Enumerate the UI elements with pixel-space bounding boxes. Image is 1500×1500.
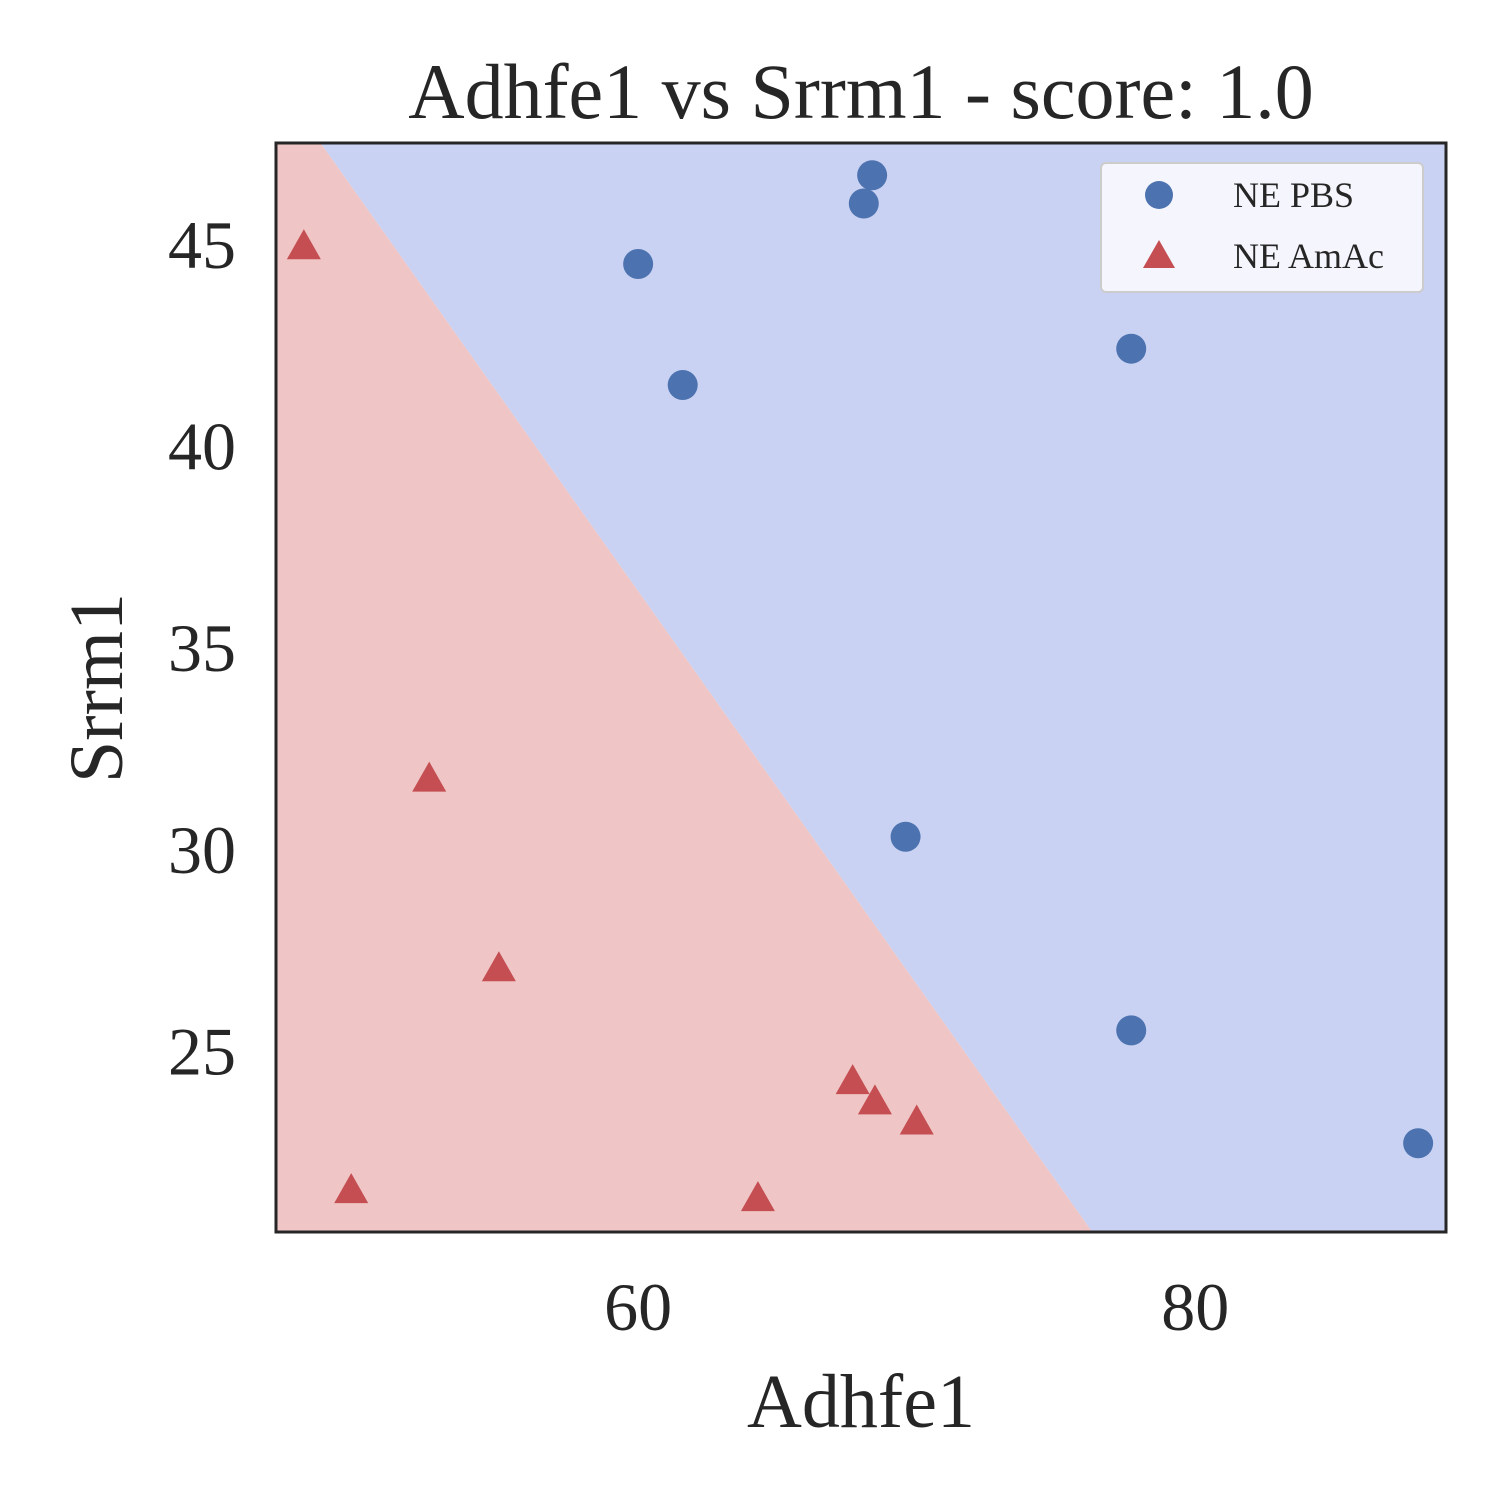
plot-frame [274,141,1448,1234]
y-axis-label: Srrm1 [55,593,139,783]
chart-title: Adhfe1 vs Srrm1 - score: 1.0 [408,48,1314,135]
decision-region-ne-pbs [320,143,1446,1232]
point-ne-pbs-8 [1403,1128,1434,1159]
point-ne-pbs-4 [857,160,888,191]
legend: NE PBS NE AmAc [1100,162,1424,293]
point-ne-amac-8 [899,1104,934,1135]
y-tick-35: 35 [168,610,236,686]
point-ne-pbs-1 [623,249,654,279]
point-ne-amac-1 [286,229,321,260]
legend-label-ne-amac: NE AmAc [1233,236,1384,276]
point-ne-pbs-3 [848,188,879,219]
y-tick-25: 25 [168,1014,236,1090]
x-tick-80: 80 [1161,1269,1229,1345]
point-ne-amac-7 [857,1084,892,1115]
point-ne-amac-4 [481,951,516,982]
legend-label-ne-pbs: NE PBS [1233,175,1354,215]
point-ne-amac-6 [835,1064,870,1095]
y-tick-labels: 25 30 35 40 45 [168,207,236,1090]
point-ne-pbs-7 [1116,1015,1147,1046]
point-ne-pbs-2 [667,370,698,400]
y-tick-40: 40 [168,409,236,485]
legend-box [1100,162,1424,293]
x-tick-labels: 60 80 [604,1269,1229,1345]
point-ne-pbs-5 [890,821,921,852]
legend-marker-ne-pbs [1145,181,1173,209]
x-tick-60: 60 [604,1269,672,1345]
y-tick-30: 30 [168,812,236,888]
point-ne-amac-3 [412,761,447,792]
decision-region-ne-amac [276,143,1093,1232]
point-ne-pbs-6 [1116,333,1147,364]
point-ne-amac-5 [740,1181,775,1212]
x-axis-label: Adhfe1 [747,1360,975,1444]
point-ne-amac-2 [334,1173,369,1204]
y-tick-45: 45 [168,207,236,283]
data-points [286,160,1434,1212]
legend-marker-ne-amac [1143,240,1175,268]
